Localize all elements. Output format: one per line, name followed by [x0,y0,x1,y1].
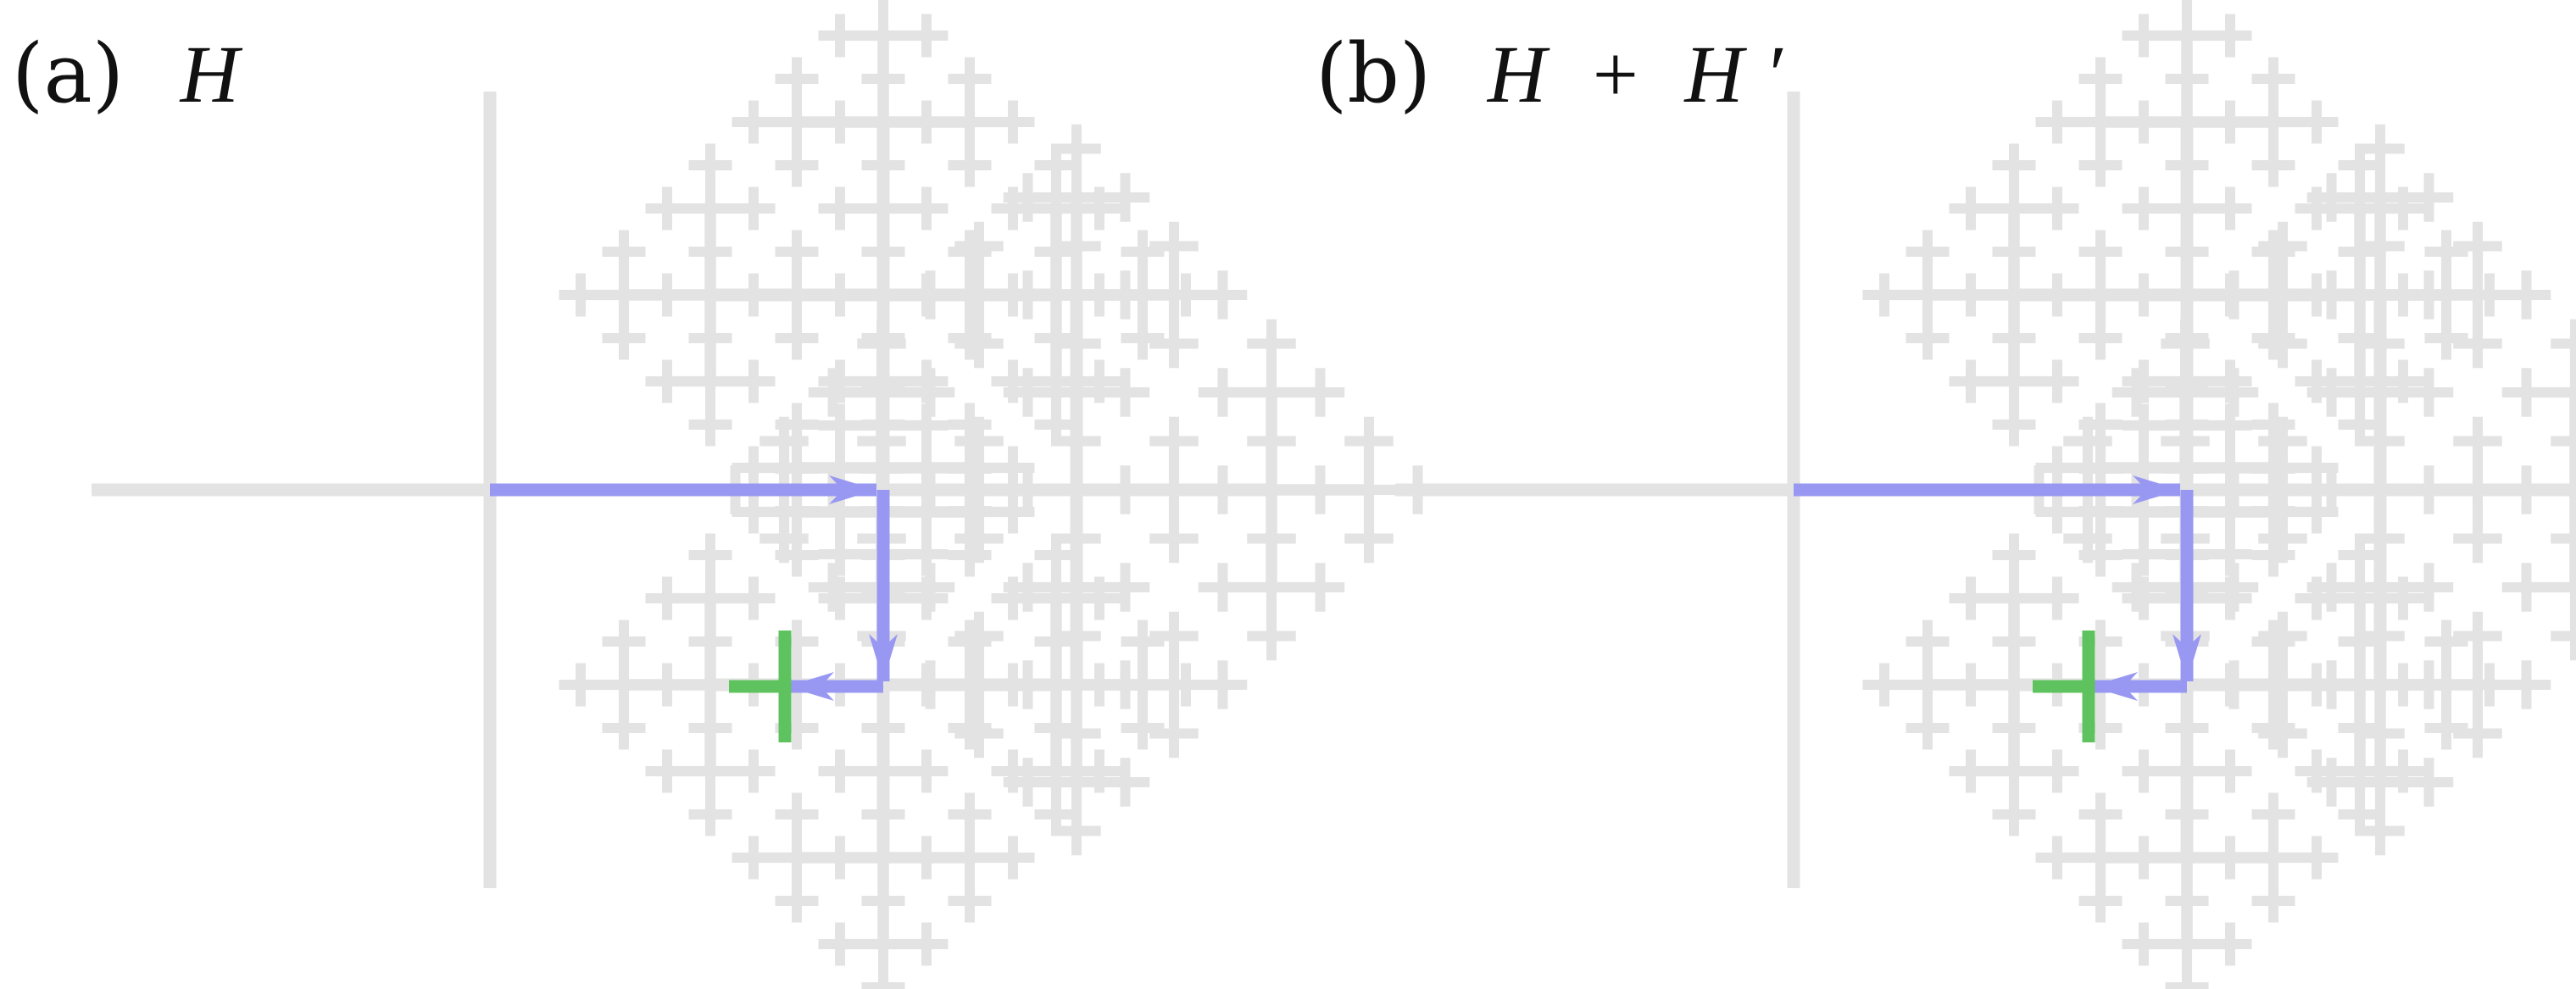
panel-a: (a) H [12,0,1443,989]
panel-b-tree [1395,0,2576,989]
panel-a-path [490,475,898,701]
panel-a-label: (a) H [12,26,243,121]
panel-a-tag: (a) [12,26,124,121]
panel-b-tag: (b) [1316,26,1431,121]
panel-b-target-cross [2033,631,2095,742]
panel-a-tree [92,0,1443,989]
panel-a-target-cross [729,631,792,742]
panel-b-symbol-2: H [1683,29,1747,119]
panel-b: (b) H + H ′ [1316,0,2576,989]
panel-b-label: (b) H + H ′ [1316,26,1787,121]
panel-b-prime: ′ [1769,29,1787,119]
panel-b-operator: + [1593,29,1639,119]
panel-b-symbol: H [1486,29,1550,119]
panel-a-symbol: H [179,29,243,119]
panel-b-path [1794,475,2201,701]
